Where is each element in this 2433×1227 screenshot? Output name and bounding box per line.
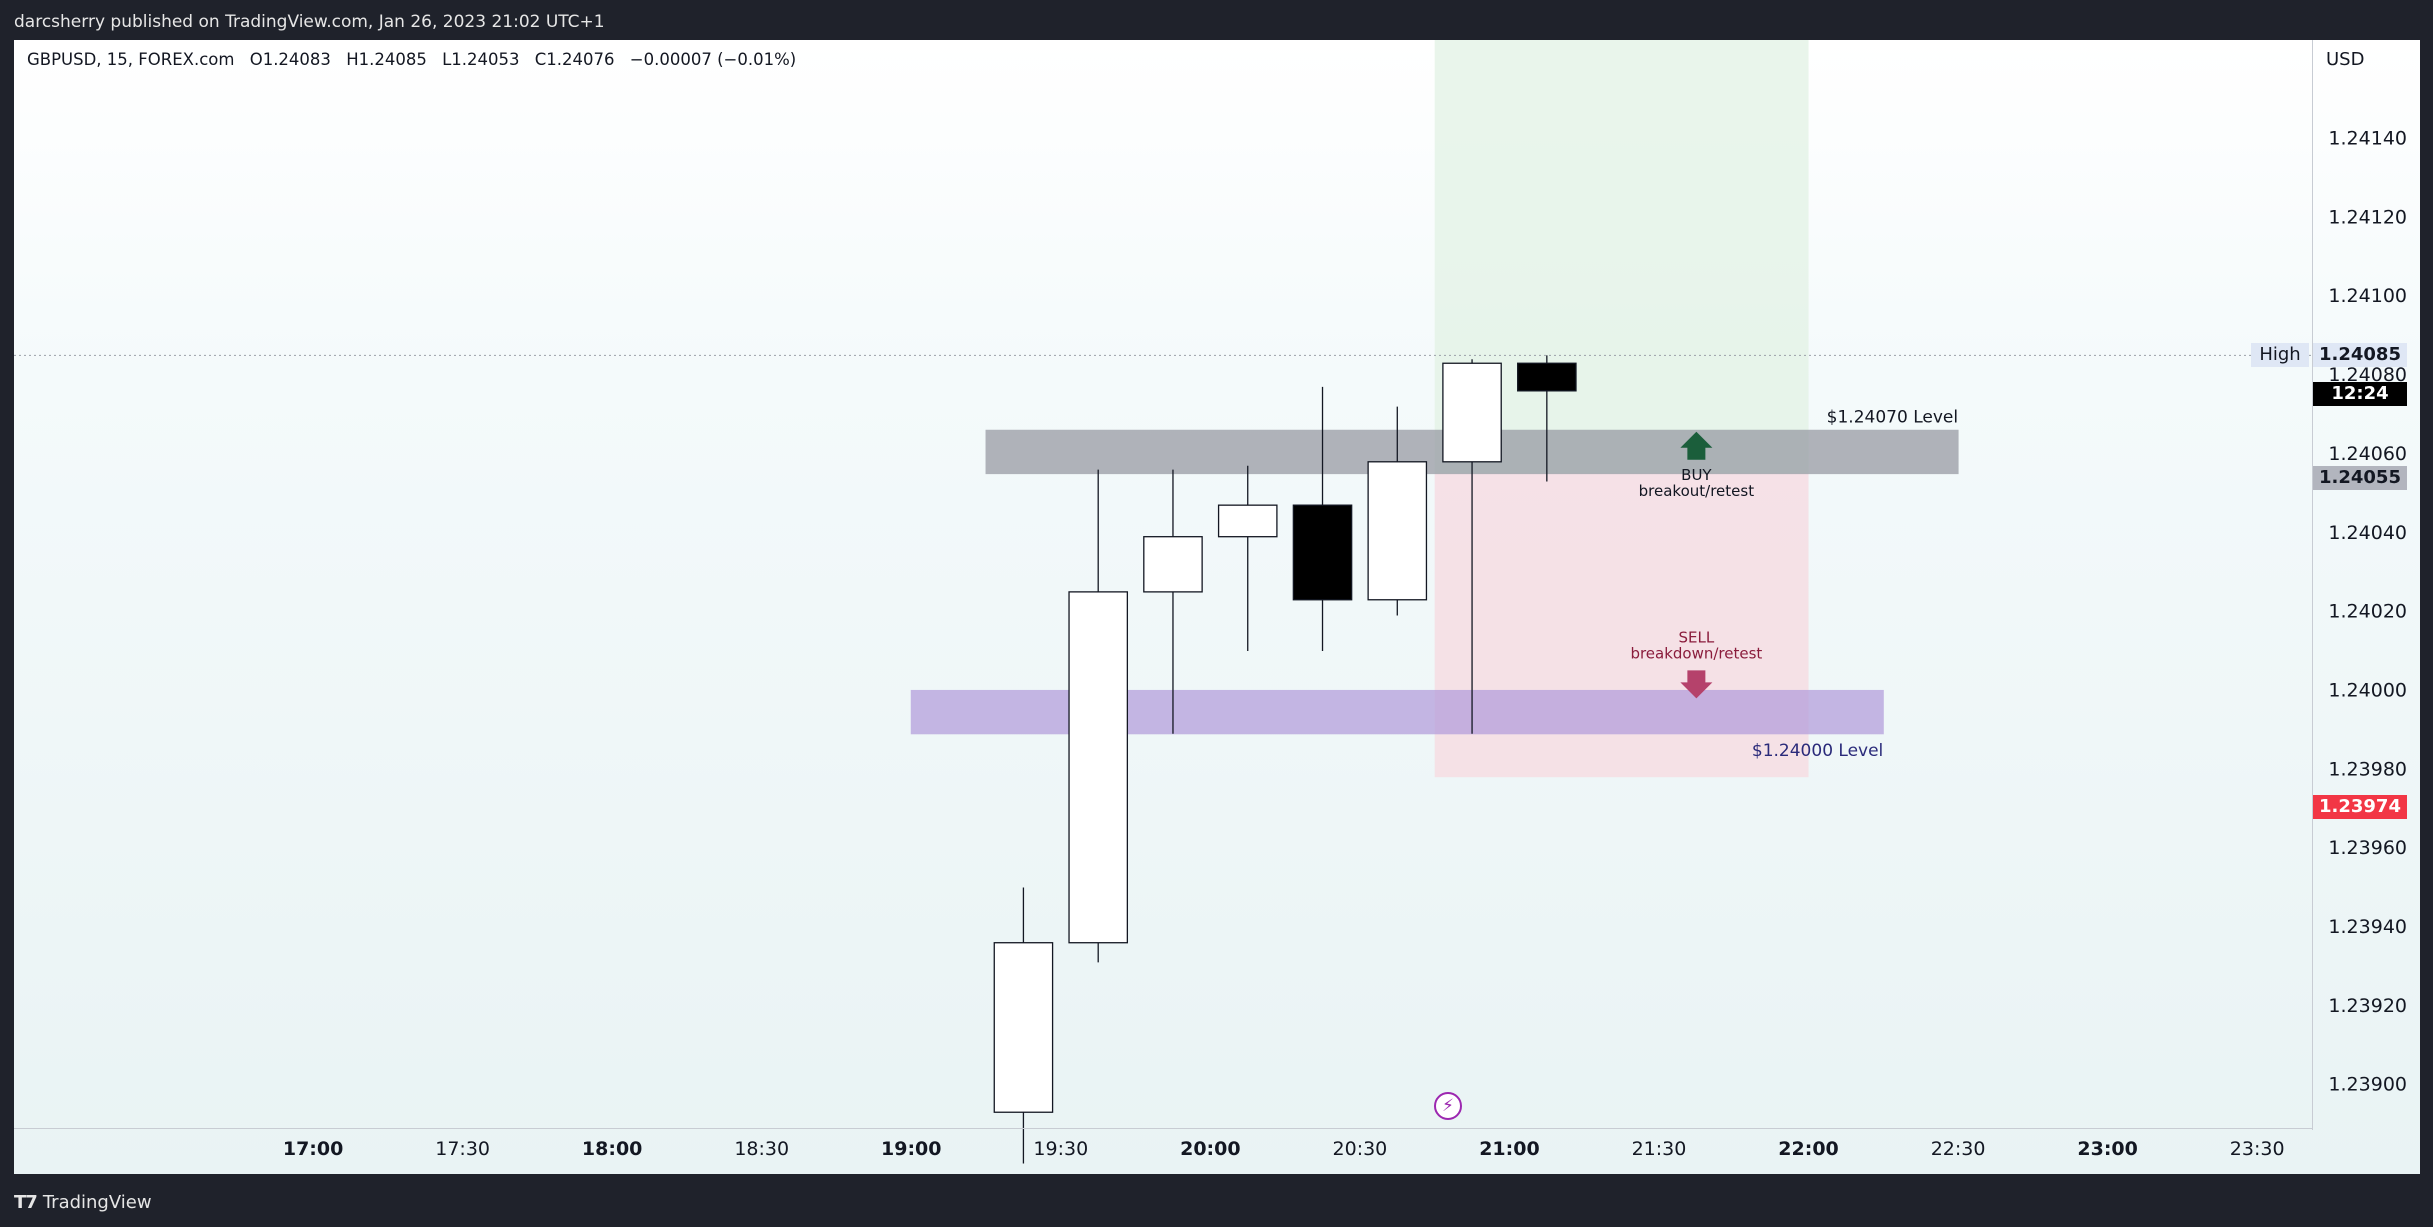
time-tick-label: 18:00	[582, 1138, 642, 1160]
candle-body	[1217, 504, 1278, 538]
zone-label: $1.24000 Level	[1752, 741, 1883, 761]
level-price-tag: 1.24055	[2313, 466, 2407, 490]
time-tick-label: 17:00	[283, 1138, 343, 1160]
price-tick-label: 1.24000	[2328, 679, 2407, 701]
tradingview-logo-icon: T7	[14, 1192, 38, 1213]
candle-body	[1143, 536, 1203, 593]
candle-body	[1068, 591, 1129, 944]
price-tick-label: 1.23960	[2328, 837, 2407, 859]
zone-rectangle	[910, 689, 1884, 735]
sell-arrow-icon	[1680, 670, 1713, 699]
footer-brand-text: TradingView	[42, 1192, 152, 1213]
time-tick-label: 19:00	[881, 1138, 941, 1160]
time-axis[interactable]	[14, 1128, 2312, 1175]
time-tick-label: 20:00	[1180, 1138, 1240, 1160]
price-tick-label: 1.24020	[2328, 601, 2407, 623]
countdown-tag: 12:24	[2313, 382, 2407, 406]
sell-label: SELL	[1679, 628, 1715, 646]
price-tick-label: 1.24060	[2328, 443, 2407, 465]
currency-label[interactable]: USD	[2326, 49, 2365, 70]
price-tick-label: 1.23980	[2328, 758, 2407, 780]
sell-sublabel: breakdown/retest	[1630, 644, 1762, 662]
time-tick-label: 20:30	[1333, 1138, 1388, 1160]
time-tick-label: 18:30	[734, 1138, 789, 1160]
zone-label: $1.24070 Level	[1827, 407, 1958, 427]
time-tick-label: 23:30	[2230, 1138, 2285, 1160]
last-price-tag: 1.23974	[2313, 795, 2407, 819]
candle-body	[1292, 504, 1353, 601]
price-tick-label: 1.24080	[2328, 364, 2407, 386]
time-tick-label: 21:30	[1632, 1138, 1687, 1160]
candle-body	[1367, 461, 1428, 601]
time-tick-label: 21:00	[1479, 1138, 1539, 1160]
candle-body	[1442, 362, 1502, 463]
time-tick-label: 23:00	[2077, 1138, 2137, 1160]
lightning-icon[interactable]: ⚡	[1434, 1092, 1462, 1120]
buy-sublabel: breakout/retest	[1639, 482, 1755, 500]
time-tick-label: 19:30	[1033, 1138, 1088, 1160]
time-tick-label: 17:30	[435, 1138, 490, 1160]
time-tick-label: 22:00	[1778, 1138, 1838, 1160]
time-tick-label: 22:30	[1931, 1138, 1986, 1160]
price-axis[interactable]	[2312, 40, 2420, 1130]
price-tick-label: 1.23940	[2328, 916, 2407, 938]
price-tick-label: 1.24140	[2328, 128, 2407, 150]
candle-body	[993, 942, 1054, 1113]
chart-frame[interactable]: $1.24070 Level $1.24000 Level BUY breakout/…	[14, 40, 2420, 1174]
legend-change: −0.00007 (−0.01%)	[629, 50, 797, 69]
legend-high: H1.24085	[346, 50, 427, 69]
legend-close: C1.24076	[534, 50, 615, 69]
price-tick-label: 1.24100	[2328, 285, 2407, 307]
candle-body	[1517, 362, 1577, 392]
chart-plot[interactable]: $1.24070 Level $1.24000 Level BUYbreakout/…	[14, 40, 2420, 1174]
price-tick-label: 1.23900	[2328, 1074, 2407, 1096]
price-tick-label: 1.24040	[2328, 522, 2407, 544]
high-label: High	[2251, 343, 2309, 367]
high-price-tag: 1.24085	[2313, 343, 2407, 367]
ohlc-legend: GBPUSD, 15, FOREX.com O1.24083 H1.24085 …	[27, 50, 796, 69]
legend-low: L1.24053	[442, 50, 520, 69]
price-tick-label: 1.23920	[2328, 995, 2407, 1017]
price-tick-label: 1.24120	[2328, 206, 2407, 228]
buy-label: BUY	[1681, 466, 1712, 484]
tradingview-brand[interactable]: T7 TradingView	[14, 1188, 152, 1218]
legend-open: O1.24083	[249, 50, 331, 69]
publisher-header: darcsherry published on TradingView.com,…	[14, 12, 605, 32]
legend-symbol[interactable]: GBPUSD, 15, FOREX.com	[27, 50, 235, 69]
buy-arrow-icon	[1680, 431, 1713, 460]
